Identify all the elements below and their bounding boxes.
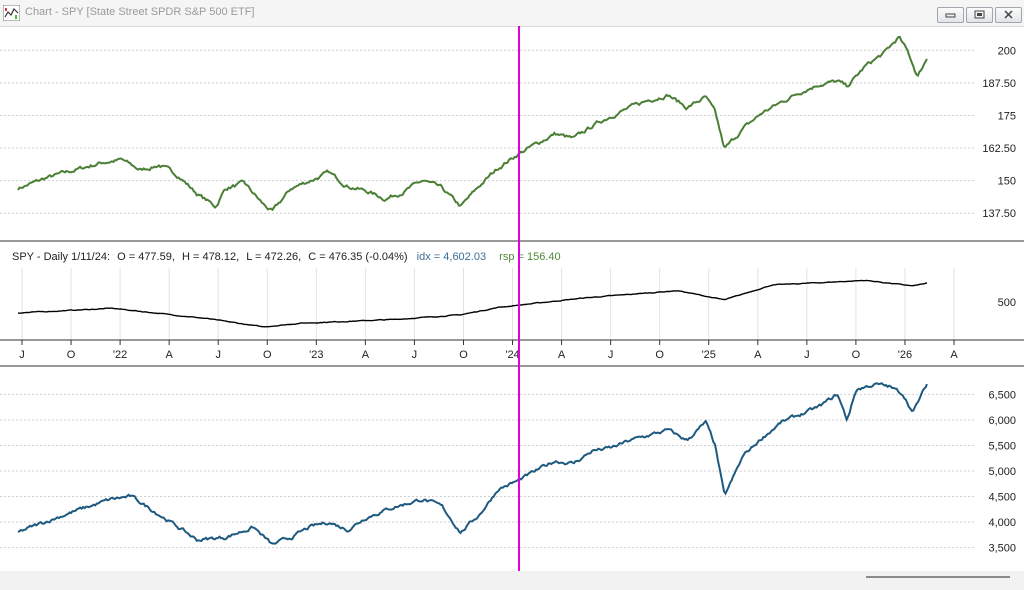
x-tick-label: O [655,349,664,361]
info-high: H = 478.12, [182,251,239,263]
x-tick-label: O [67,349,76,361]
middle-y-tick-label: 500 [998,297,1016,309]
x-tick-label: J [215,349,221,361]
x-tick-label: J [804,349,810,361]
restore-button[interactable] [966,7,993,23]
bottom-y-tick-label: 6,000 [988,415,1016,427]
info-rsp: rsp = 156.40 [499,251,560,263]
top-y-tick-label: 200 [998,45,1016,57]
idx-price-line [17,382,928,545]
info-low: L = 472.26, [246,251,301,263]
x-tick-label: A [165,349,173,361]
x-tick-label: J [19,349,25,361]
x-tick-label: '24 [505,349,519,361]
minimize-icon [945,13,956,18]
x-tick-label: A [754,349,762,361]
info-close: C = 476.35 (-0.04%) [308,251,407,263]
minimize-button[interactable] [937,7,964,23]
x-tick-label: A [950,349,958,361]
x-tick-label: '25 [702,349,716,361]
bottom-y-tick-label: 5,500 [988,440,1016,452]
x-tick-label: O [459,349,468,361]
bottom-panel-grid [0,393,975,549]
x-tick-label: A [362,349,370,361]
bottom-y-tick-label: 3,500 [988,543,1016,555]
x-tick-label: '23 [309,349,323,361]
close-button[interactable] [995,7,1022,23]
info-open: O = 477.59, [117,251,175,263]
close-icon [1004,10,1013,19]
date-x-axis: J O '22 A J O '23 A J O '24 A J O '25 A J O '26 A [19,340,958,361]
bottom-y-tick-label: 5,000 [988,466,1016,478]
spy-price-bars [17,279,928,328]
window-title: Chart - SPY [State Street SPDR S&P 500 E… [25,6,255,18]
top-y-tick-label: 150 [998,176,1016,188]
bottom-panel-y-axis: 3,500 4,000 4,500 5,000 5,500 6,000 6,500 [988,389,1016,554]
title-bar: Chart - SPY [State Street SPDR S&P 500 E… [0,0,1024,27]
chart-area[interactable]: 137.50 150 162.50 175 187.50 200 SPY - Daily … [0,26,1024,571]
top-panel-y-axis: 137.50 150 162.50 175 187.50 200 [982,45,1016,220]
top-y-tick-label: 162.50 [982,143,1016,155]
x-tick-label: O [263,349,272,361]
chart-app-icon [3,5,20,21]
middle-panel-grid [21,268,955,340]
restore-icon [974,10,985,19]
info-prefix: SPY - Daily 1/11/24: [12,251,110,263]
x-tick-label: A [558,349,566,361]
x-tick-label: O [852,349,861,361]
rsp-price-line [17,35,928,212]
bottom-y-tick-label: 4,000 [988,517,1016,529]
top-y-tick-label: 175 [998,110,1016,122]
x-tick-label: J [608,349,614,361]
info-bar: SPY - Daily 1/11/24: O = 477.59, H = 478… [12,251,561,263]
middle-panel-y-axis: 500 [998,297,1016,309]
x-tick-label: '22 [113,349,127,361]
x-tick-label: J [412,349,418,361]
info-idx: idx = 4,602.03 [417,251,486,263]
top-panel-grid [0,49,975,214]
horizontal-scrollbar[interactable] [866,576,1010,578]
bottom-y-tick-label: 4,500 [988,492,1016,504]
top-y-tick-label: 137.50 [982,208,1016,220]
x-tick-label: '26 [898,349,912,361]
bottom-y-tick-label: 6,500 [988,389,1016,401]
top-y-tick-label: 187.50 [982,78,1016,90]
bottom-strip [0,571,1024,590]
